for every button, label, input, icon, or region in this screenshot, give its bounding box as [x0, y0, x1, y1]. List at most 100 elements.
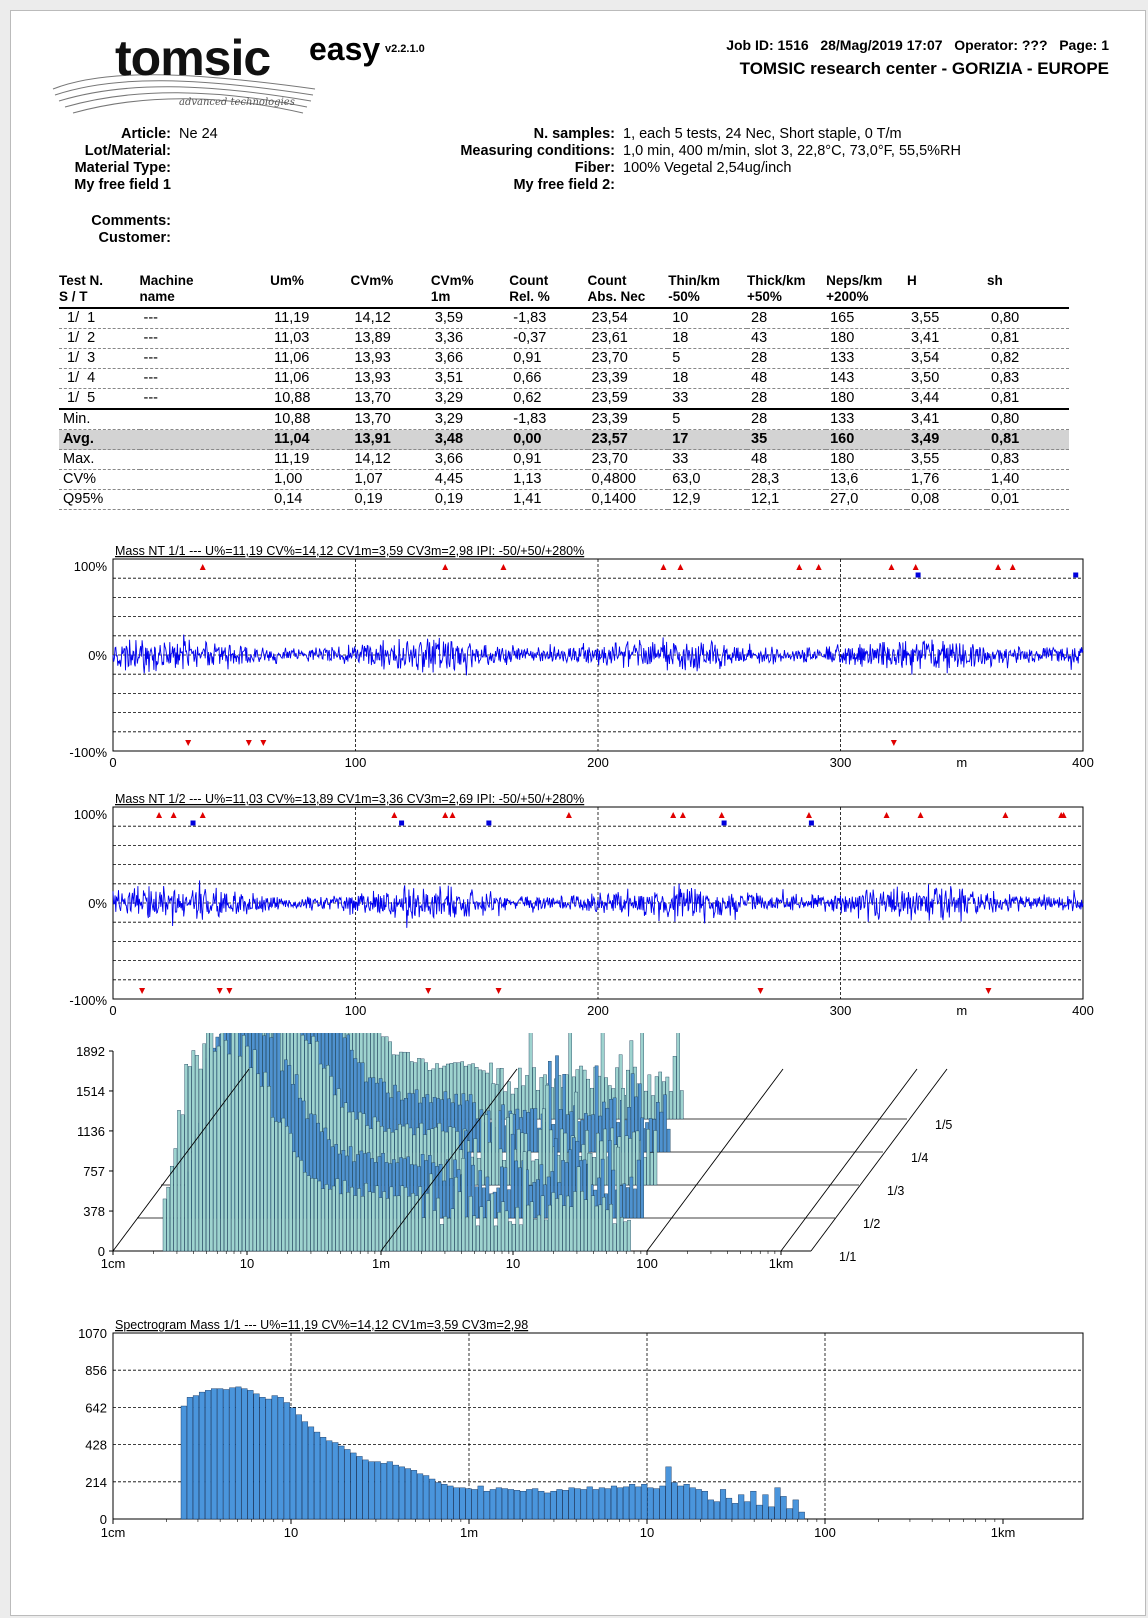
spectrogram-bar — [274, 1121, 279, 1252]
x-tick-label: 400 — [1072, 1003, 1094, 1018]
spectrogram-bar — [382, 1191, 387, 1252]
x-tick-label: 200 — [587, 1003, 609, 1018]
column-header-line1: Neps/km — [826, 273, 883, 288]
table-cell: --- — [139, 328, 271, 349]
table-cell: 28 — [747, 307, 827, 329]
spectrogram-bar — [558, 1194, 563, 1252]
spectrogram-bar — [501, 1488, 508, 1520]
spectrogram-bar — [536, 1179, 540, 1219]
spectrogram-bar — [605, 1209, 610, 1252]
table-cell: 11,03 — [270, 328, 351, 349]
series-label: 1/2 — [863, 1217, 880, 1231]
spectrogram-bar — [245, 1045, 250, 1252]
spectrogram-bar — [223, 1040, 228, 1252]
thick-marker — [170, 812, 177, 818]
column-header-line2: Abs. Nec — [587, 289, 646, 304]
y-tick-label: 1070 — [78, 1326, 107, 1341]
column-header: CVm% 1m — [431, 273, 509, 308]
spectrogram-bar — [629, 1484, 636, 1520]
spectrogram-bar — [768, 1506, 775, 1520]
neps-marker — [808, 820, 814, 826]
column-header-line1: sh — [987, 273, 1003, 288]
neps-marker — [399, 820, 405, 826]
meta-label: Measuring conditions: — [460, 143, 615, 159]
table-cell: 3,54 — [907, 348, 988, 369]
spectrogram-bar — [295, 1156, 300, 1252]
spectrogram-bar — [491, 1083, 496, 1186]
spectrogram-bar — [453, 1487, 460, 1520]
spectrogram-bar — [247, 1390, 254, 1520]
table-cell: 23,39 — [587, 408, 669, 430]
spectrogram-bar — [609, 1204, 613, 1252]
spectrogram-bar — [332, 1185, 336, 1252]
table-cell: 10 — [668, 307, 748, 329]
spectrogram-bar — [229, 1387, 236, 1520]
thick-marker — [500, 564, 507, 570]
spectrogram-bar — [526, 1204, 531, 1252]
spectrogram-bar — [616, 1146, 620, 1252]
spectrogram-bar — [671, 1482, 678, 1520]
table-cell: 12,1 — [747, 489, 827, 510]
table-cell: 3,41 — [907, 408, 988, 430]
x-tick-label: 10 — [640, 1525, 654, 1540]
spectrogram-bar — [506, 1117, 510, 1186]
column-header: Count Abs. Nec — [588, 273, 669, 308]
spectrogram-bar — [518, 1167, 522, 1219]
spectrogram-bar — [162, 1198, 167, 1252]
column-header-line2 — [270, 289, 350, 305]
spectrogram-bar — [324, 1184, 329, 1252]
spectrogram-bar — [623, 1486, 630, 1520]
spectrogram-bar — [616, 1487, 624, 1520]
x-tick-label: 10 — [284, 1525, 298, 1540]
y-tick-label: 1892 — [76, 1044, 105, 1059]
table-cell: 1,00 — [270, 469, 351, 490]
x-tick-label: 1m — [372, 1256, 390, 1271]
tomsic-logo — [52, 74, 316, 114]
spectrogram-bar — [488, 1142, 492, 1186]
y-tick-label: 757 — [83, 1164, 105, 1179]
spectrogram-bar — [374, 1461, 381, 1520]
table-cell — [139, 489, 271, 510]
thick-marker — [156, 812, 163, 818]
spectrogram-bar — [650, 1152, 654, 1186]
spectrogram-bar — [483, 1217, 487, 1252]
spectrogram-bar — [486, 1200, 491, 1252]
spectrogram-bar — [241, 1388, 248, 1520]
spectrogram-bar — [574, 1488, 581, 1520]
spectrogram-bar — [364, 1183, 369, 1252]
spectrogram-bar — [277, 1397, 284, 1520]
table-cell: 4,45 — [430, 469, 510, 490]
spectrogram-bar — [393, 1195, 397, 1252]
spectrogram-bar — [184, 1064, 189, 1252]
spectrogram-bar — [598, 1487, 605, 1520]
x-tick-label: 300 — [830, 755, 852, 770]
spectrogram-bar — [707, 1499, 714, 1520]
meta-label: Lot/Material: — [84, 143, 171, 159]
spectrogram-bar — [288, 1133, 293, 1252]
depth-line — [780, 1068, 918, 1252]
spectrogram-bar — [656, 1102, 660, 1153]
spectrogram-bar — [289, 1407, 296, 1520]
table-cell: 165 — [826, 307, 908, 329]
spectrogram-bar — [446, 1159, 450, 1219]
spectrogram-bar — [792, 1499, 799, 1520]
spectrogram-bar — [522, 1151, 527, 1252]
table-cell: 3,66 — [430, 348, 510, 369]
table-cell: --- — [139, 368, 271, 389]
spectrogram-bar — [432, 1210, 437, 1252]
x-tick-label: 1km — [991, 1525, 1016, 1540]
table-row: 1/ 4 --- 11,06 13,93 3,51 0,66 23,39 18 48 143 3,5… — [59, 368, 1069, 389]
spectrogram-bar — [267, 1086, 271, 1252]
spectrogram-bar — [368, 1461, 375, 1520]
spectrogram-bar — [569, 1206, 574, 1252]
spectrogram-bar — [418, 1186, 423, 1252]
table-cell: 48 — [747, 449, 827, 470]
spectrogram-bar — [234, 1033, 239, 1252]
spectrogram-bar — [308, 1426, 315, 1520]
spectrogram-bar — [636, 1159, 641, 1219]
table-cell: 0,66 — [509, 368, 588, 389]
meta-label: Article: — [121, 126, 171, 142]
column-header-line2: +200% — [826, 289, 869, 304]
y-tick-label: 0 — [98, 1244, 105, 1259]
spectrogram-bar — [211, 1388, 218, 1520]
